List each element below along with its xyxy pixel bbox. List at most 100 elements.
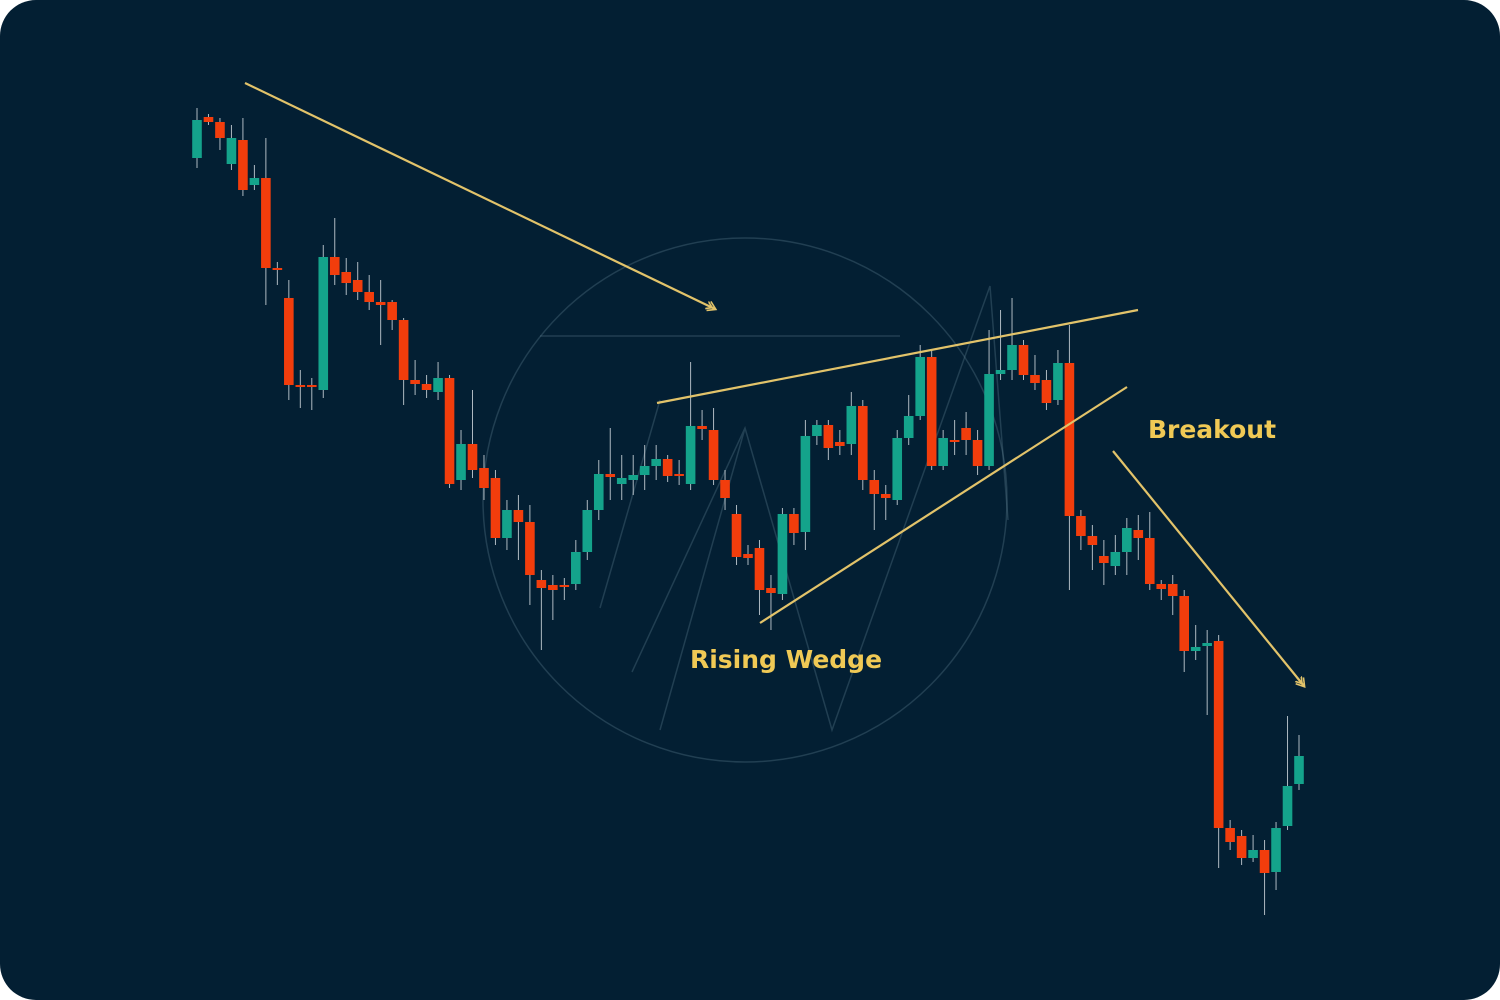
candle-body <box>1294 756 1304 784</box>
candle-body <box>571 552 581 584</box>
candle-body <box>226 138 237 164</box>
candle-body <box>1041 380 1052 403</box>
candle-body <box>1248 850 1258 858</box>
candle-body <box>1213 641 1224 828</box>
wedge-lower-line <box>759 386 1128 624</box>
candles <box>192 108 1304 915</box>
candle-body <box>926 357 937 466</box>
candle-body <box>421 384 432 390</box>
candle-body <box>616 478 627 484</box>
candle-body <box>1156 584 1167 589</box>
candle-body <box>582 510 593 552</box>
candle-body <box>444 378 455 484</box>
candle-body <box>697 426 707 429</box>
candle-body <box>456 444 466 480</box>
candle-body <box>812 425 822 436</box>
annotation: Breakout <box>1148 415 1276 444</box>
candle-body <box>306 385 317 387</box>
candle-body <box>1144 538 1155 584</box>
candle-body <box>238 140 248 190</box>
wedge-upper-line <box>656 308 1139 405</box>
breakout-arrow <box>1112 450 1304 686</box>
candle-body <box>1167 584 1178 596</box>
candle-body <box>192 120 202 158</box>
candle-body <box>789 514 799 533</box>
candle-body <box>1053 363 1063 400</box>
candle-body <box>341 272 352 283</box>
candle-body <box>398 320 409 380</box>
candle-body <box>766 588 776 593</box>
candle-body <box>1282 786 1293 826</box>
candle-body <box>513 510 524 522</box>
watermark <box>482 237 1009 763</box>
candle-body <box>525 522 535 575</box>
candle-body <box>284 298 294 385</box>
candle-body <box>364 292 374 302</box>
candle-body <box>215 122 225 138</box>
candle-body <box>880 494 891 498</box>
candle-body <box>1030 375 1040 383</box>
candle-body <box>857 406 868 480</box>
candle-body <box>548 585 558 590</box>
candle-body <box>800 436 811 532</box>
candle-body <box>203 117 214 122</box>
trend-lines <box>244 82 1304 686</box>
candle-body <box>1110 552 1121 566</box>
candle-body <box>318 257 329 390</box>
candle-body <box>1007 345 1017 370</box>
candle-body <box>984 374 994 466</box>
candle-body <box>651 459 661 466</box>
candle-body <box>961 428 971 440</box>
candle-body <box>1179 596 1190 651</box>
candle-body <box>903 416 914 438</box>
candle-body <box>502 510 512 538</box>
candle-body <box>995 370 1006 374</box>
candle-body <box>938 438 948 466</box>
candle-body <box>387 302 397 320</box>
candle-body <box>479 468 489 488</box>
candle-body <box>869 480 880 494</box>
candle-body <box>593 474 604 510</box>
candle-body <box>1064 363 1075 516</box>
candle-body <box>272 268 283 270</box>
candle-body <box>1236 836 1247 858</box>
candle-body <box>295 385 306 387</box>
candle-body <box>1259 850 1270 873</box>
candle-body <box>823 425 834 448</box>
candle-body <box>708 430 719 480</box>
candle-body <box>662 459 673 476</box>
candle-body <box>1202 643 1212 646</box>
candle-body <box>1099 556 1109 563</box>
candle-body <box>1225 828 1235 842</box>
candle-body <box>536 580 547 588</box>
downtrend-arrow <box>244 82 715 309</box>
candle-body <box>1190 647 1201 651</box>
candle-body <box>846 406 857 444</box>
annotation: Rising Wedge <box>690 645 882 674</box>
candle-body <box>352 280 363 292</box>
candle-body <box>628 475 639 480</box>
candle-body <box>915 357 925 416</box>
candle-body <box>949 440 960 442</box>
candle-body <box>329 257 340 275</box>
candle-body <box>892 438 903 500</box>
candle-body <box>1018 345 1029 375</box>
candle-body <box>1271 828 1281 872</box>
candle-body <box>720 480 730 498</box>
candle-body <box>639 466 650 475</box>
candle-body <box>754 548 765 590</box>
candle-body <box>605 474 616 477</box>
candle-body <box>685 426 696 484</box>
candle-body <box>835 442 845 446</box>
candle-body <box>674 474 684 476</box>
candle-body <box>249 178 260 185</box>
candle-body <box>731 514 742 557</box>
candle-body <box>433 378 443 392</box>
candle-body <box>1076 516 1086 536</box>
candle-body <box>1122 528 1132 552</box>
candle-body <box>467 444 478 470</box>
candle-body <box>261 178 271 268</box>
candle-body <box>559 585 570 587</box>
